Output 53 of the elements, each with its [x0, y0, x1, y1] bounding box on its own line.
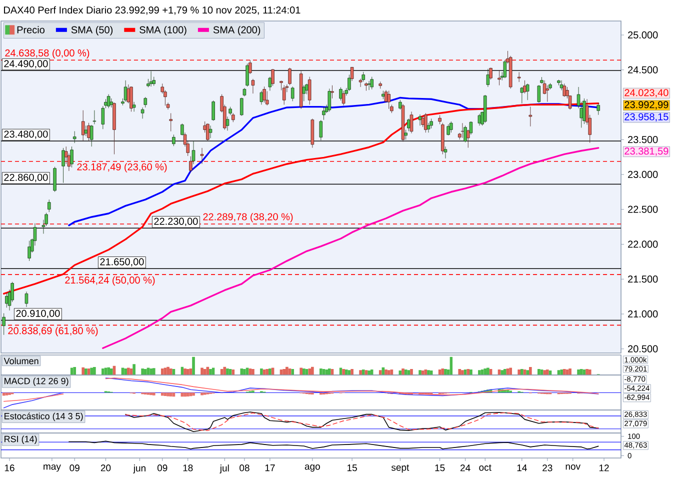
x-tick-label: may — [44, 464, 61, 472]
x-tick-label: 12 — [599, 464, 609, 472]
y-tick-label: 20.500 — [628, 345, 658, 352]
ref-line-label: 20.838,69 (61,80 %) — [8, 326, 98, 336]
x-tick-label: jun — [133, 464, 146, 474]
x-tick-label: 08 — [240, 464, 250, 472]
annotation: 24.023,40 — [624, 89, 668, 98]
ref-line-label: 22.289,78 (38,20 %) — [203, 212, 293, 222]
y-tick-label: 21.500 — [628, 276, 658, 283]
ref-line-label: 24.490,00 — [4, 60, 48, 68]
ref-line-label: 21.564,24 (50,00 %) — [65, 276, 155, 286]
y-tick-label: 25.000 — [628, 31, 658, 38]
x-tick-label: 23 — [542, 464, 552, 472]
ref-line-label: 23.480,00 — [4, 130, 48, 139]
x-tick-label: 16 — [4, 464, 14, 472]
x-tick-label: ago — [304, 464, 320, 472]
ref-line-label: 22.860,00 — [4, 174, 48, 182]
x-tick-label: 09 — [157, 464, 168, 472]
ref-line-label: 24.638,58 (0,00 %) — [5, 49, 90, 58]
x-tick-label: nov — [566, 464, 581, 470]
chart-title: DAX40 Perf Index Diario 23.992,99 +1,79 % 10 nov 2025, 11:24:01 — [4, 6, 300, 15]
x-tick-label: 14 — [517, 464, 527, 472]
x-tick-label: 20 — [100, 464, 111, 472]
x-tick-label: 15 — [347, 464, 357, 472]
chart-title: Volumen — [4, 358, 38, 364]
x-tick-label: oct — [479, 464, 492, 471]
y-tick-label: 21.000 — [628, 310, 658, 318]
chart-title: Estocástico (14 3 5) — [4, 412, 83, 422]
x-tick-label: sept — [391, 464, 410, 473]
annotation: 23.992,99 — [624, 101, 668, 110]
chart-title: MACD (12 26 9) — [4, 378, 68, 386]
annotation: 23.381,59 — [624, 148, 668, 156]
legend-label: Precio — [17, 26, 45, 34]
legend-label: SMA (50) — [71, 26, 113, 36]
x-tick-label: 09 — [70, 464, 80, 472]
y-tick-label: 23.000 — [628, 170, 658, 178]
y-tick-label: 22.000 — [628, 240, 658, 248]
x-tick-label: 15 — [435, 464, 445, 472]
legend-label: SMA (100) — [140, 26, 186, 36]
ref-line-label: 20.910,00 — [16, 310, 60, 318]
chart-title: RSI (14) — [4, 436, 37, 444]
x-tick-label: 18 — [183, 464, 193, 472]
ref-line-label: 21.650,00 — [100, 258, 144, 267]
y-tick-label: 22.500 — [628, 206, 658, 213]
legend-label: SMA (200) — [213, 26, 260, 36]
ref-line-label: 22.230,00 — [154, 218, 198, 226]
x-tick-label: jul — [220, 464, 229, 474]
annotation: 23.958,15 — [624, 113, 668, 122]
x-tick-label: 24 — [460, 464, 470, 472]
y-tick-label: 24.500 — [628, 66, 658, 74]
ref-line-label: 23.187,49 (23,60 %) — [77, 163, 167, 172]
x-tick-label: 17 — [265, 464, 275, 472]
y-tick-label: 23.500 — [628, 136, 658, 144]
